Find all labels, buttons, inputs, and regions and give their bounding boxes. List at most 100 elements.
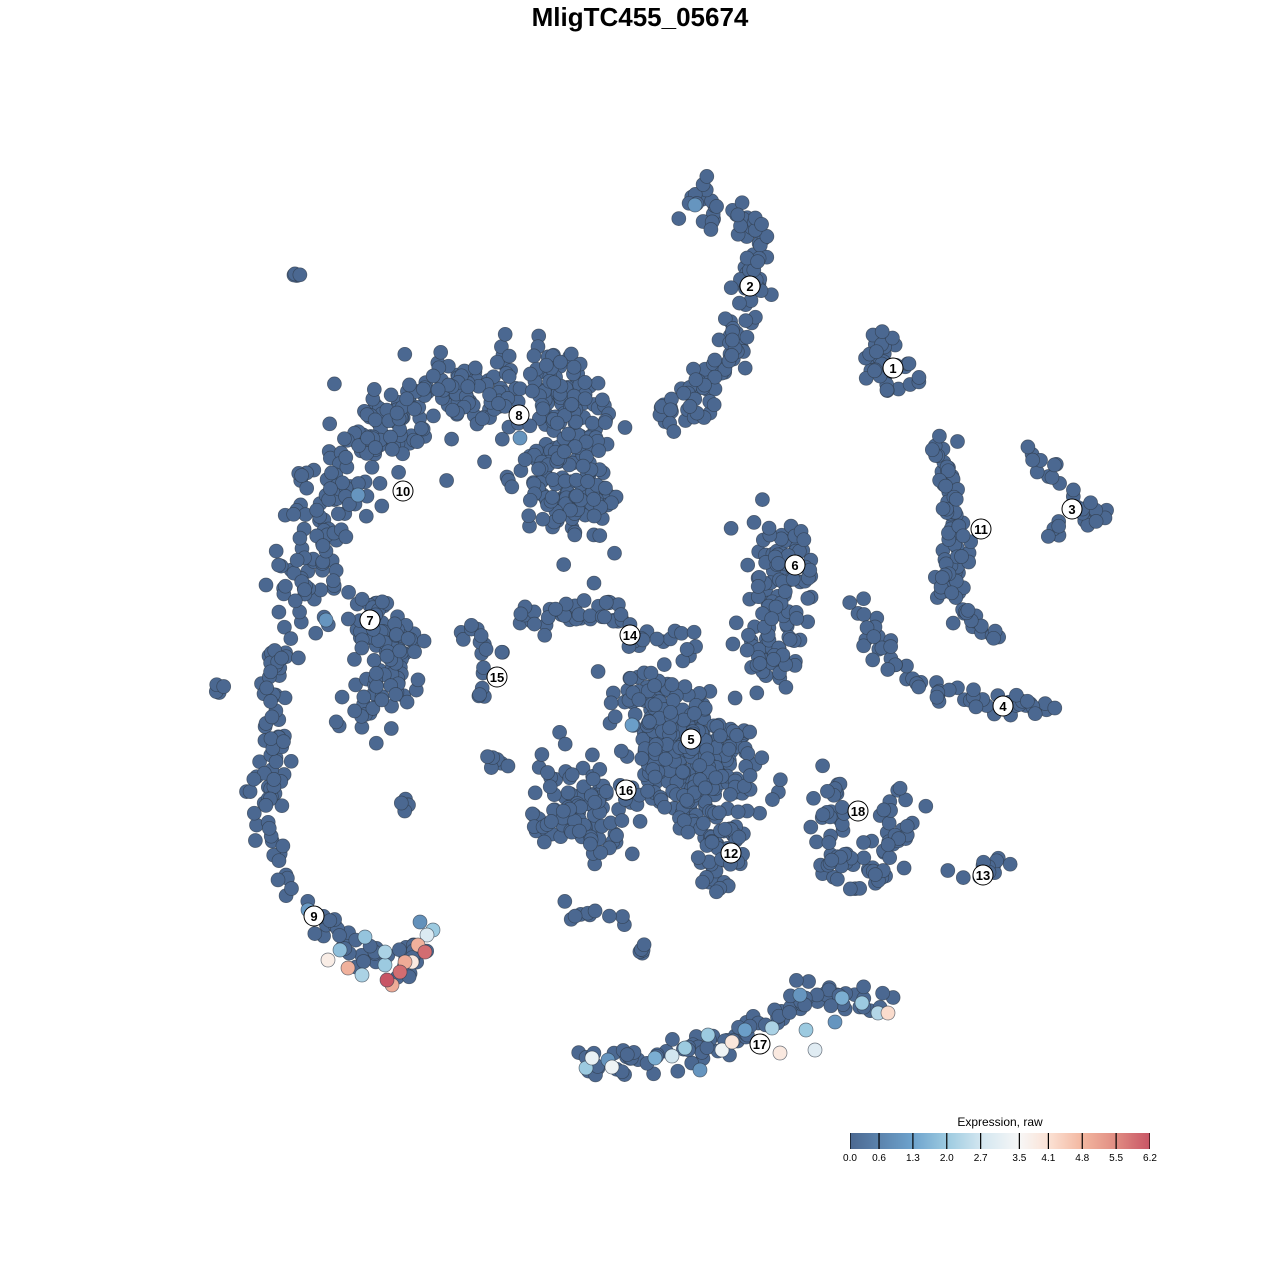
cluster-label-badge bbox=[992, 695, 1014, 717]
cell-point-cluster-8 bbox=[531, 461, 546, 477]
cell-point-cluster-8 bbox=[592, 528, 608, 543]
cell-point-cluster-8 bbox=[522, 366, 538, 382]
cell-point bbox=[615, 909, 630, 924]
cell-point-cluster-10 bbox=[425, 368, 441, 384]
cell-point-cluster-2 bbox=[724, 332, 740, 348]
cell-point-cluster-10 bbox=[383, 387, 399, 403]
cell-point-cluster-9 bbox=[261, 820, 277, 836]
expressing-cell-point bbox=[692, 1062, 708, 1078]
cell-point-cluster-8 bbox=[522, 492, 538, 508]
cell-point-cluster-18 bbox=[856, 835, 871, 850]
cell-point-cluster-16 bbox=[564, 767, 580, 782]
cell-point-cluster-5 bbox=[729, 728, 745, 743]
cell-point-cluster-10 bbox=[308, 625, 324, 641]
colorbar-tick-label: 4.8 bbox=[1075, 1153, 1090, 1164]
expressing-cell-point bbox=[412, 914, 428, 930]
cell-point-cluster-3 bbox=[1025, 452, 1040, 468]
cluster-label-badge bbox=[882, 357, 904, 379]
cluster-label-8: 8 bbox=[508, 404, 530, 426]
cell-point-cluster-12 bbox=[717, 821, 733, 837]
cell-point-cluster-10 bbox=[322, 416, 338, 432]
cell-point-cluster-10 bbox=[325, 573, 341, 589]
cell-point-cluster-8 bbox=[567, 527, 583, 543]
cell-point-cluster-5 bbox=[692, 758, 708, 773]
cell-point-cluster-8 bbox=[535, 511, 551, 527]
expressing-cell-point bbox=[318, 612, 334, 628]
cell-point-cluster-4 bbox=[1020, 693, 1035, 709]
cell-point-cluster-18 bbox=[820, 783, 835, 799]
cell-point-cluster-5 bbox=[657, 799, 672, 815]
cell-point bbox=[636, 937, 652, 953]
cell-point-cluster-6 bbox=[752, 656, 768, 671]
cell-point-cluster-5 bbox=[697, 780, 713, 796]
cell-point-cluster-5 bbox=[658, 751, 673, 767]
expressing-cell-point bbox=[584, 1050, 600, 1066]
cell-point-cluster-16 bbox=[557, 736, 573, 752]
cell-point-cluster-5 bbox=[687, 706, 702, 721]
cell-point-cluster-2 bbox=[703, 222, 719, 237]
cell-point-cluster-11 bbox=[954, 549, 969, 564]
cell-point-cluster-5 bbox=[647, 741, 663, 757]
cell-point-cluster-11 bbox=[941, 525, 956, 541]
cell-point-cluster-17 bbox=[801, 974, 816, 989]
cell-point-cluster-12 bbox=[709, 884, 724, 900]
cell-point-cluster-4 bbox=[929, 689, 945, 705]
cell-point-cluster-10 bbox=[258, 577, 274, 593]
cell-point-cluster-10 bbox=[283, 631, 299, 646]
cell-point-cluster-10 bbox=[287, 593, 303, 609]
cell-point-cluster-18 bbox=[918, 798, 934, 814]
cell-point-cluster-10 bbox=[416, 381, 431, 397]
cell-point-cluster-7 bbox=[374, 692, 390, 708]
expressing-cell-point bbox=[350, 487, 366, 503]
cell-point-cluster-7 bbox=[369, 678, 384, 694]
cell-point-cluster-8 bbox=[552, 509, 567, 524]
cell-point-cluster-10 bbox=[360, 430, 375, 446]
cell-point-cluster-8 bbox=[497, 326, 513, 342]
cell-point-cluster-5 bbox=[647, 769, 663, 785]
cell-point-cluster-2 bbox=[732, 295, 747, 311]
cell-point-cluster-8 bbox=[577, 375, 593, 390]
legend-title: Expression, raw bbox=[957, 1115, 1043, 1129]
cell-point-cluster-10 bbox=[397, 346, 413, 362]
cluster-label-badge bbox=[486, 666, 508, 688]
cluster-label-7: 7 bbox=[359, 609, 381, 631]
cell-point-cluster-2 bbox=[671, 211, 687, 226]
cell-point-cluster-10 bbox=[430, 382, 446, 398]
cell-point-cluster-6 bbox=[800, 591, 816, 606]
cell-point-cluster-16 bbox=[599, 784, 614, 799]
cell-point-cluster-10 bbox=[330, 506, 346, 522]
cell-point-cluster-12 bbox=[731, 829, 747, 845]
cell-point-cluster-5 bbox=[742, 768, 758, 783]
cell-point-cluster-5 bbox=[742, 724, 758, 740]
cell-point-cluster-16 bbox=[560, 785, 576, 801]
cell-point-cluster-7 bbox=[399, 694, 415, 710]
cell-point-cluster-1 bbox=[911, 370, 927, 385]
cell-point-cluster-8 bbox=[545, 472, 561, 487]
cluster-label-17: 17 bbox=[749, 1033, 771, 1055]
expressing-cell-point bbox=[604, 1059, 620, 1075]
cluster-label-text: 3 bbox=[1068, 502, 1075, 517]
cell-point bbox=[216, 679, 232, 694]
cell-point-cluster-8 bbox=[569, 488, 584, 504]
cell-point-cluster-4 bbox=[911, 679, 927, 695]
cluster-label-5: 5 bbox=[680, 728, 702, 750]
expressing-cell-point bbox=[737, 1022, 753, 1038]
cell-point-cluster-17 bbox=[646, 1066, 661, 1082]
cell-point-cluster-8 bbox=[617, 420, 633, 435]
cell-point-cluster-8 bbox=[491, 396, 506, 411]
cell-point-cluster-18 bbox=[856, 850, 872, 866]
cluster-label-1: 1 bbox=[882, 357, 904, 379]
cell-point-cluster-12 bbox=[704, 834, 720, 850]
cell-point-cluster-6 bbox=[741, 627, 756, 643]
cell-point-cluster-18 bbox=[842, 881, 858, 897]
cell-point-cluster-5 bbox=[773, 772, 788, 788]
cell-point-cluster-14 bbox=[513, 606, 529, 622]
cell-point-cluster-18 bbox=[880, 837, 896, 853]
cluster-label-text: 7 bbox=[366, 613, 373, 628]
cluster-label-text: 5 bbox=[687, 732, 694, 747]
cell-point-cluster-10 bbox=[433, 344, 449, 360]
cluster-label-text: 12 bbox=[724, 846, 738, 861]
cluster-label-badge bbox=[508, 404, 530, 426]
cell-point-cluster-5 bbox=[679, 792, 695, 808]
cell-point-cluster-5 bbox=[642, 714, 657, 730]
